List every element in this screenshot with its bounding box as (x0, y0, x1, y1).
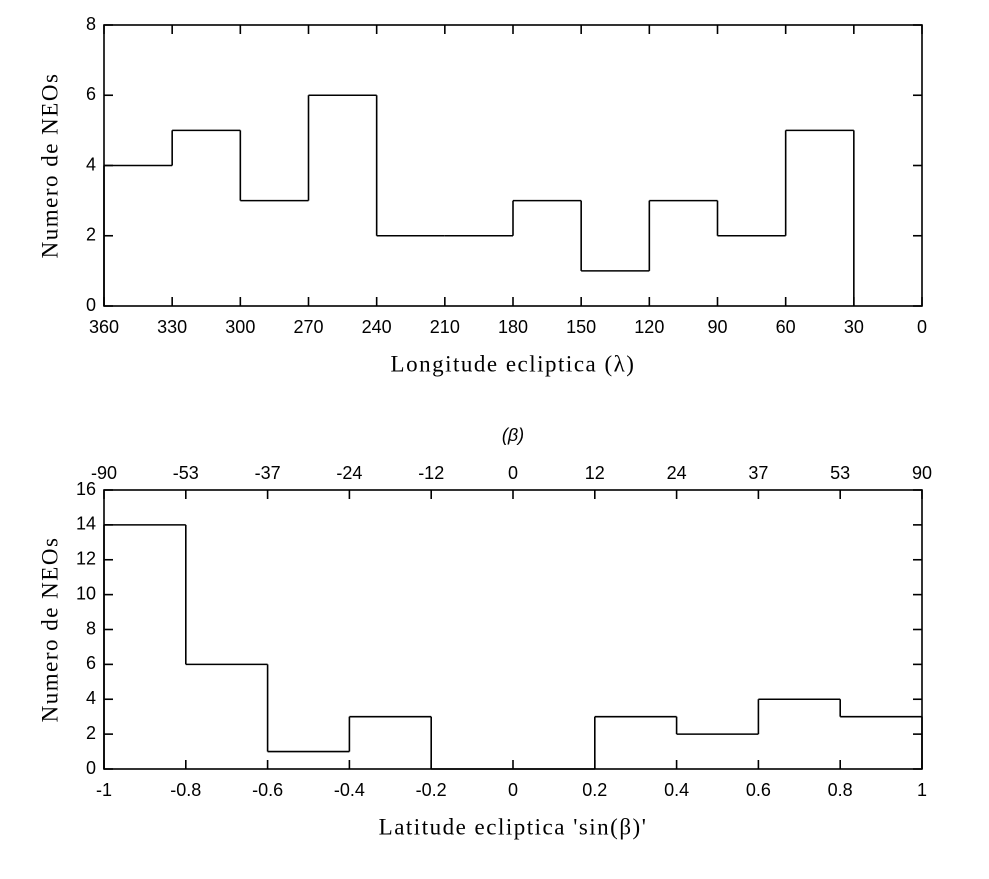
x2-tick-label: 90 (912, 463, 932, 483)
x-tick-label: 1 (917, 780, 927, 800)
x-tick-label: 30 (844, 317, 864, 337)
x-tick-label: 330 (157, 317, 187, 337)
y-axis-label: Numero de NEOs (37, 73, 62, 259)
x-tick-label: 240 (362, 317, 392, 337)
y-tick-label: 10 (76, 583, 96, 603)
x2-tick-label: -90 (91, 463, 117, 483)
y-tick-label: 4 (86, 154, 96, 174)
y-tick-label: 0 (86, 758, 96, 778)
x-tick-label: 360 (89, 317, 119, 337)
x2-tick-label: 24 (667, 463, 687, 483)
x-axis-label: Longitude ecliptica (λ) (391, 351, 636, 376)
plot-frame (103, 24, 923, 307)
y-tick-label: 8 (86, 14, 96, 34)
x-tick-label: 60 (776, 317, 796, 337)
x-tick-label: -0.6 (252, 780, 283, 800)
y-tick-label: 0 (86, 295, 96, 315)
y-tick-label: 8 (86, 618, 96, 638)
plot-frame (103, 489, 923, 770)
x2-tick-label: 37 (748, 463, 768, 483)
x-tick-label: 180 (498, 317, 528, 337)
x2-tick-label: 0 (508, 463, 518, 483)
x-tick-label: 210 (430, 317, 460, 337)
x-tick-label: 270 (293, 317, 323, 337)
x-tick-label: 120 (634, 317, 664, 337)
y-tick-label: 12 (76, 549, 96, 569)
x2-tick-label: -24 (336, 463, 362, 483)
x-tick-label: 300 (225, 317, 255, 337)
x2-tick-label: -53 (173, 463, 199, 483)
x-tick-label: -0.2 (416, 780, 447, 800)
y-tick-label: 4 (86, 688, 96, 708)
x2-tick-label: -12 (418, 463, 444, 483)
x2-tick-label: 12 (585, 463, 605, 483)
x-tick-label: -0.8 (170, 780, 201, 800)
x-tick-label: 0 (508, 780, 518, 800)
x2-tick-label: -37 (255, 463, 281, 483)
x-tick-label: 0 (917, 317, 927, 337)
x2-axis-label: (β) (502, 425, 524, 445)
x-tick-label: 0.4 (664, 780, 689, 800)
x-tick-label: 150 (566, 317, 596, 337)
x-tick-label: 0.8 (828, 780, 853, 800)
x-tick-label: 0.2 (582, 780, 607, 800)
y-tick-label: 2 (86, 723, 96, 743)
x2-tick-label: 53 (830, 463, 850, 483)
y-tick-label: 2 (86, 225, 96, 245)
y-tick-label: 6 (86, 84, 96, 104)
x-axis-label: Latitude ecliptica 'sin(β)' (379, 814, 648, 839)
x-tick-label: 0.6 (746, 780, 771, 800)
y-tick-label: 6 (86, 653, 96, 673)
x-tick-label: -0.4 (334, 780, 365, 800)
x-tick-label: 90 (707, 317, 727, 337)
x-tick-label: -1 (96, 780, 112, 800)
y-tick-label: 14 (76, 514, 96, 534)
y-axis-label: Numero de NEOs (37, 537, 62, 723)
y-tick-label: 16 (76, 479, 96, 499)
